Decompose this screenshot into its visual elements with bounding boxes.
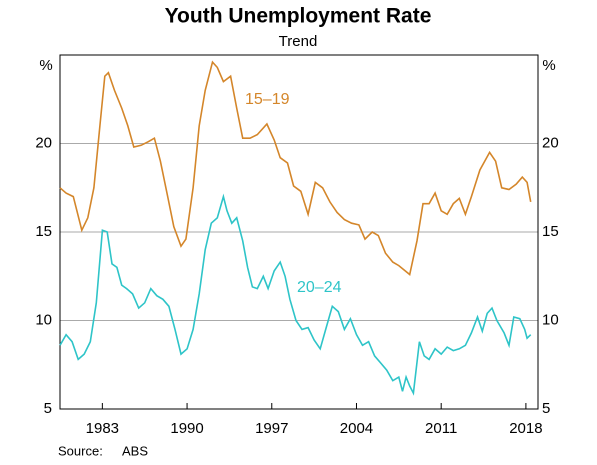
y2-tick-label: 20	[542, 134, 559, 151]
x-tick-label: 2004	[340, 420, 373, 437]
x-tick-label: 2018	[509, 420, 542, 437]
y2-unit-label: %	[542, 57, 555, 74]
y2-tick-label: 10	[542, 311, 559, 328]
x-tick-label: 1997	[255, 420, 288, 437]
chart-title: Youth Unemployment Rate	[165, 5, 432, 28]
y-tick-label: 5	[44, 400, 52, 417]
y2-tick-label: 5	[542, 400, 550, 417]
series-label: 20–24	[297, 279, 342, 296]
x-tick-label: 1990	[170, 420, 203, 437]
plot-frame	[59, 54, 539, 410]
source-text: ABS	[122, 443, 148, 458]
source-label: Source:	[58, 443, 103, 458]
y-tick-label: 20	[35, 134, 52, 151]
x-tick-label: 1983	[86, 420, 119, 437]
series-line	[59, 60, 532, 276]
y2-tick-label: 15	[542, 223, 559, 240]
x-tick-label: 2011	[425, 420, 457, 437]
chart-subtitle: Trend	[279, 33, 318, 50]
y-unit-label: %	[39, 57, 52, 74]
series-label: 15–19	[245, 91, 290, 108]
y-tick-label: 15	[35, 223, 52, 240]
y-tick-label: 10	[35, 311, 52, 328]
series-line	[59, 193, 532, 396]
